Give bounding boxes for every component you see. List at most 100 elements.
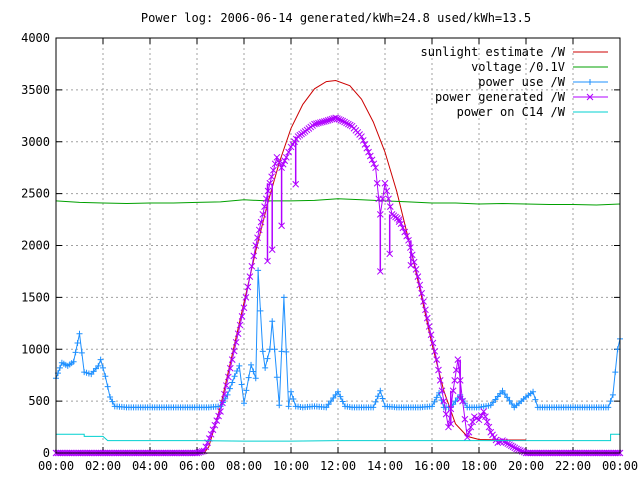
cross-marker: [429, 339, 437, 347]
cross-marker: [344, 120, 352, 128]
cross-marker: [386, 250, 394, 258]
cross-marker: [366, 152, 374, 160]
plus-marker: [74, 340, 81, 347]
cross-marker: [456, 395, 464, 403]
cross-marker: [370, 160, 378, 168]
cross-marker: [586, 93, 594, 101]
cross-marker: [317, 119, 324, 126]
cross-marker: [202, 443, 210, 451]
cross-marker: [320, 118, 328, 125]
cross-marker: [436, 377, 444, 384]
cross-marker: [215, 412, 222, 420]
plus-marker: [339, 398, 346, 405]
plus-marker: [264, 355, 271, 362]
cross-marker: [259, 211, 267, 218]
cross-marker: [246, 273, 254, 280]
y-tick-label: 1000: [21, 342, 50, 356]
cross-marker: [322, 117, 330, 125]
plus-marker: [229, 379, 236, 386]
cross-marker: [358, 133, 365, 140]
cross-marker: [379, 195, 387, 203]
cross-marker: [414, 273, 422, 280]
series-power-2: [53, 267, 623, 411]
cross-marker: [383, 187, 391, 195]
cross-marker: [328, 115, 336, 123]
legend-item: power generated /W: [435, 90, 608, 104]
x-tick-label: 06:00: [179, 459, 215, 473]
cross-marker: [451, 377, 459, 384]
plus-marker: [252, 375, 259, 382]
y-tick-label: 3000: [21, 135, 50, 149]
y-tick-label: 2500: [21, 187, 50, 201]
series-layer: [52, 79, 624, 457]
y-tick-label: 1500: [21, 290, 50, 304]
cross-marker: [513, 445, 520, 453]
plus-marker: [280, 294, 287, 301]
cross-marker: [420, 298, 427, 305]
plus-marker: [431, 398, 438, 405]
x-tick-label: 08:00: [226, 459, 262, 473]
plus-marker: [504, 394, 511, 401]
legend-label: voltage /0.1V: [471, 60, 565, 74]
y-tick-label: 2000: [21, 239, 50, 253]
cross-marker: [254, 234, 261, 242]
cross-marker: [403, 232, 410, 240]
cross-marker: [365, 148, 372, 156]
plus-marker: [325, 401, 332, 408]
cross-marker: [275, 159, 283, 166]
cross-marker: [431, 347, 439, 355]
cross-marker: [485, 423, 493, 431]
cross-marker: [395, 218, 403, 225]
plus-marker: [273, 374, 280, 381]
legend-item: voltage /0.1V: [471, 60, 608, 74]
grid-lines: [56, 38, 620, 453]
plus-marker: [95, 362, 102, 369]
y-tick-label: 4000: [21, 31, 50, 45]
series-voltage-1: [55, 198, 621, 206]
cross-marker: [423, 314, 431, 322]
cross-marker: [461, 415, 469, 423]
plus-marker: [433, 394, 440, 401]
plus-marker: [78, 349, 85, 356]
cross-marker: [285, 148, 293, 156]
x-tick-label: 18:00: [461, 459, 497, 473]
cross-marker: [318, 118, 326, 126]
cross-marker: [224, 373, 232, 381]
plus-marker: [257, 307, 264, 314]
plus-marker: [587, 79, 593, 85]
axis-ticks: 0 500 1000 1500 2000 2500 3000 3500 4000 00:00 02:…: [21, 31, 638, 473]
cross-marker: [209, 426, 217, 434]
cross-marker: [483, 418, 491, 426]
plus-marker: [70, 358, 77, 365]
plus-marker: [102, 373, 109, 380]
plus-marker: [72, 349, 79, 356]
cross-marker: [399, 224, 407, 232]
plus-marker: [76, 330, 83, 337]
cross-marker: [228, 356, 236, 363]
plus-marker: [276, 402, 283, 409]
x-tick-label: 00:00: [602, 459, 638, 473]
x-tick-label: 16:00: [414, 459, 450, 473]
cross-marker: [452, 366, 460, 374]
plus-marker: [374, 393, 381, 400]
y-tick-label: 500: [28, 394, 50, 408]
x-tick-label: 10:00: [273, 459, 309, 473]
cross-marker: [386, 203, 394, 210]
cross-marker: [262, 195, 270, 203]
cross-marker: [270, 166, 277, 174]
x-tick-label: 04:00: [132, 459, 168, 473]
cross-marker: [416, 281, 424, 289]
series-line: [56, 433, 620, 442]
plus-marker: [330, 395, 337, 402]
cross-marker: [230, 347, 238, 355]
plus-marker: [612, 369, 619, 376]
cross-marker: [311, 120, 318, 128]
plus-marker: [262, 364, 269, 371]
cross-marker: [313, 120, 320, 127]
cross-marker: [438, 387, 446, 395]
cross-marker: [363, 144, 371, 152]
legend-item: power on C14 /W: [457, 105, 608, 119]
plus-marker: [278, 348, 285, 355]
cross-marker: [385, 195, 392, 203]
